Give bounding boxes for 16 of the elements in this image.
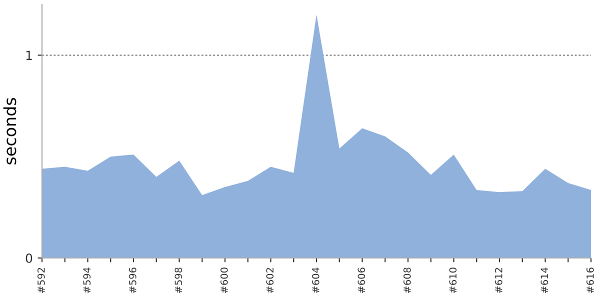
y-tick-label: 0: [26, 253, 32, 263]
x-tick-label: #596: [128, 268, 136, 293]
x-tick-label: #602: [266, 268, 274, 293]
x-tick-label: #608: [403, 268, 411, 293]
x-tick-label: #612: [494, 268, 502, 293]
x-tick-label: #614: [540, 268, 548, 293]
x-tick-label: #594: [83, 268, 91, 293]
x-tick-label: #604: [312, 268, 320, 293]
x-tick-label: #610: [449, 268, 457, 293]
x-tick-label: #606: [358, 268, 366, 293]
y-tick-label: 1: [26, 50, 32, 60]
y-axis-title: seconds: [3, 98, 16, 164]
x-tick-label: #616: [586, 268, 594, 293]
x-tick-label: #600: [220, 268, 228, 293]
x-tick-label: #598: [174, 268, 182, 293]
x-tick-label: #592: [37, 268, 45, 293]
